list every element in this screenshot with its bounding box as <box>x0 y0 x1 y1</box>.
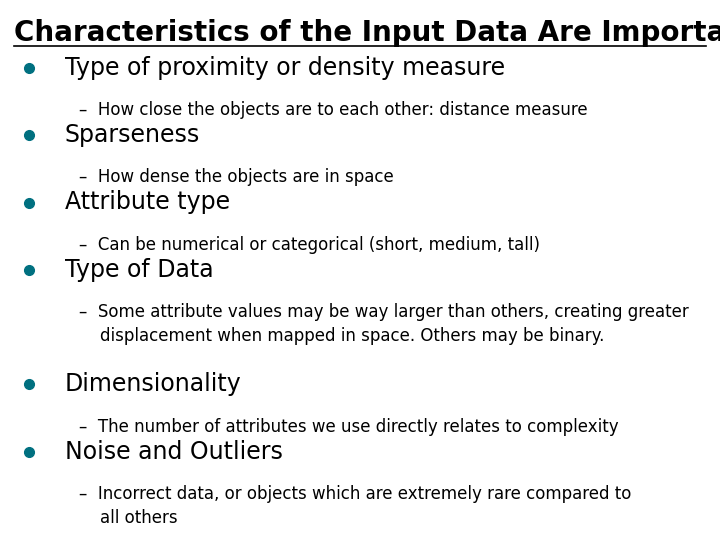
Text: –  How close the objects are to each other: distance measure: – How close the objects are to each othe… <box>79 101 588 119</box>
Text: Noise and Outliers: Noise and Outliers <box>65 440 283 464</box>
Text: –  How dense the objects are in space: – How dense the objects are in space <box>79 168 394 186</box>
Text: Dimensionality: Dimensionality <box>65 373 241 396</box>
Text: Characteristics of the Input Data Are Important: Characteristics of the Input Data Are Im… <box>14 19 720 47</box>
Text: Type of proximity or density measure: Type of proximity or density measure <box>65 56 505 79</box>
Text: –  The number of attributes we use directly relates to complexity: – The number of attributes we use direct… <box>79 418 618 436</box>
Text: Type of Data: Type of Data <box>65 258 213 282</box>
Text: –  Incorrect data, or objects which are extremely rare compared to
    all other: – Incorrect data, or objects which are e… <box>79 485 631 527</box>
Text: –  Can be numerical or categorical (short, medium, tall): – Can be numerical or categorical (short… <box>79 236 540 254</box>
Text: Attribute type: Attribute type <box>65 191 230 214</box>
Text: –  Some attribute values may be way larger than others, creating greater
    dis: – Some attribute values may be way large… <box>79 303 689 345</box>
Text: Sparseness: Sparseness <box>65 123 200 147</box>
